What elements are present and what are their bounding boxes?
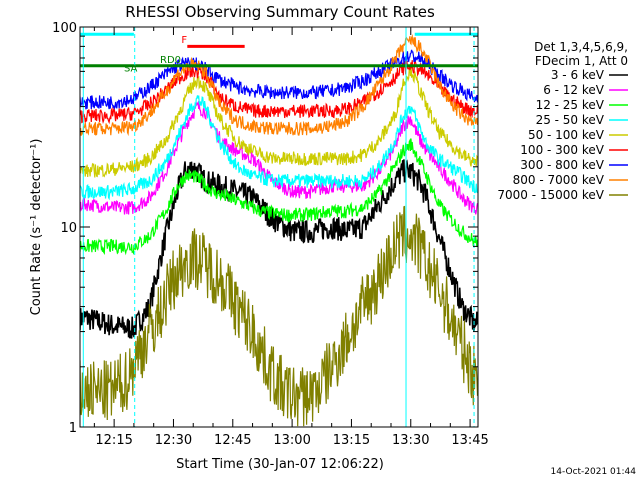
series-2: [80, 138, 478, 256]
series-trace-3: [80, 95, 478, 201]
legend-header-line-1: Det 1,3,4,5,6,9,: [534, 40, 628, 54]
x-tick-label-2: 12:45: [214, 433, 251, 448]
x-axis-label: Start Time (30-Jan-07 12:06:22): [176, 457, 384, 472]
x-tick-label-4: 13:15: [333, 433, 370, 448]
annotation-0: F: [181, 35, 187, 46]
series-trace-2: [80, 138, 478, 256]
render-timestamp: 14-Oct-2021 01:44: [551, 467, 637, 477]
annotation-1: RD0: [160, 55, 181, 66]
legend-entry-7: 800 - 7000 keV: [513, 173, 605, 187]
y-axis-label: Count Rate (s⁻¹ detector⁻¹): [29, 139, 44, 316]
legend: Det 1,3,4,5,6,9, FDecim 1, Att 0 3 - 6 k…: [497, 40, 628, 202]
chart-title: RHESSI Observing Summary Count Rates: [125, 3, 435, 21]
legend-entry-6: 300 - 800 keV: [520, 158, 604, 172]
series-5: [80, 58, 478, 125]
legend-entry-4: 50 - 100 keV: [528, 128, 605, 142]
legend-entry-0: 3 - 6 keV: [551, 68, 605, 82]
series-trace-7: [80, 34, 478, 137]
series-0: [80, 159, 478, 339]
x-tick-label-1: 12:30: [155, 433, 192, 448]
legend-entry-8: 7000 - 15000 keV: [497, 188, 604, 202]
x-tick-label-6: 13:45: [451, 433, 488, 448]
y-tick-label-2: 100: [52, 21, 77, 36]
annotation-2: SA: [124, 63, 138, 74]
series-trace-5: [80, 58, 478, 125]
legend-entry-1: 6 - 12 keV: [543, 83, 605, 97]
series-7: [80, 34, 478, 137]
series-8: [80, 205, 478, 427]
series-1: [80, 100, 478, 215]
y-tick-label-1: 10: [60, 221, 77, 236]
series-trace-8: [80, 205, 478, 427]
legend-entry-3: 25 - 50 keV: [536, 113, 605, 127]
series-trace-6: [80, 49, 478, 110]
x-tick-label-0: 12:15: [95, 433, 132, 448]
legend-header-line-2: FDecim 1, Att 0: [535, 54, 628, 68]
series-layer: [80, 34, 478, 427]
legend-entry-5: 100 - 300 keV: [520, 143, 604, 157]
x-tick-label-3: 13:00: [273, 433, 310, 448]
flag-layer: [80, 32, 478, 68]
series-3: [80, 95, 478, 201]
x-tick-label-5: 13:30: [392, 433, 429, 448]
series-6: [80, 49, 478, 110]
y-tick-label-0: 1: [69, 421, 77, 436]
series-trace-0: [80, 159, 478, 339]
legend-entry-2: 12 - 25 keV: [536, 98, 605, 112]
axis-layer: 12:15 12:30 12:45 13:00 13:15 13:30 13:45 1 10 10…: [52, 21, 489, 448]
series-trace-1: [80, 100, 478, 215]
